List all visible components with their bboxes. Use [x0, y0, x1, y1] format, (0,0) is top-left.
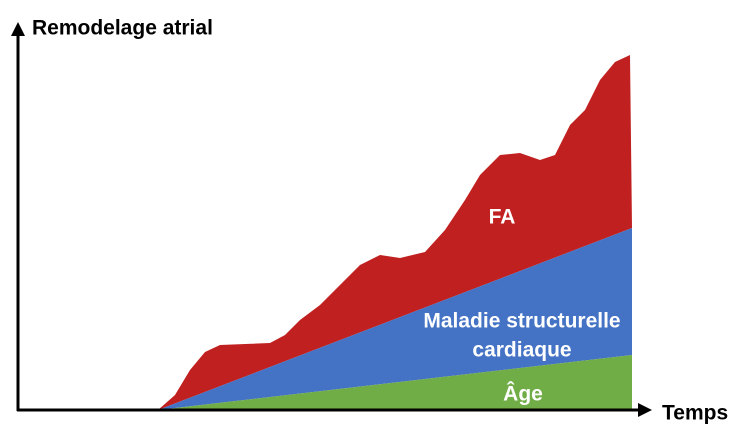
structural-disease-label: Maladie structurelle: [423, 310, 620, 333]
y-axis-arrow: [11, 22, 25, 36]
age-label: Âge: [503, 382, 543, 406]
structural-disease-area: [158, 228, 632, 410]
fa-area: [158, 55, 632, 410]
x-axis-label: Temps: [662, 402, 728, 425]
age-area: [158, 355, 632, 410]
x-axis-arrow: [638, 403, 652, 417]
y-axis-label: Remodelage atrial: [32, 17, 213, 40]
fa-label: FA: [489, 206, 516, 229]
structural-disease-label: cardiaque: [472, 339, 571, 362]
